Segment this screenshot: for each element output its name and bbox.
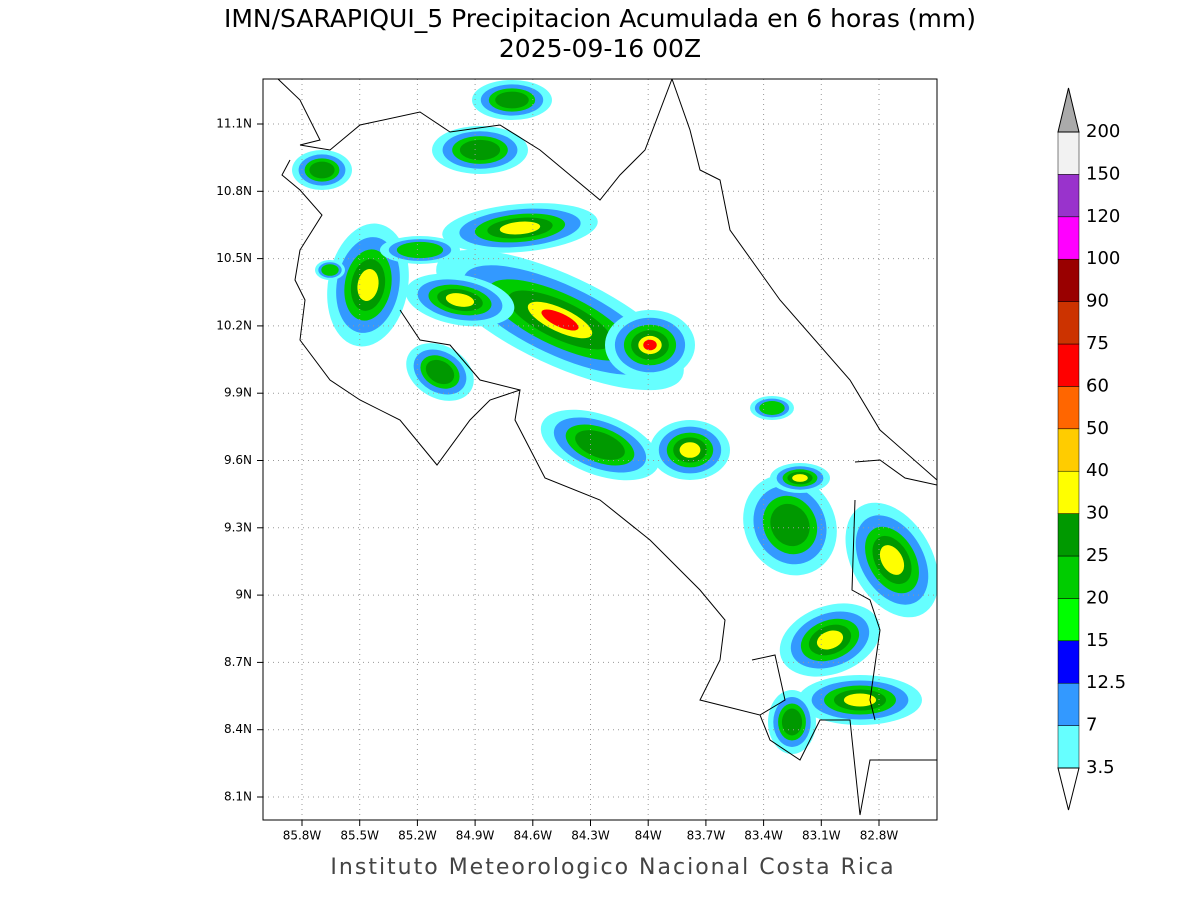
colorbar-label: 90 xyxy=(1086,291,1109,312)
rain-area xyxy=(541,309,579,331)
colorbar-label: 100 xyxy=(1086,248,1120,269)
y-tick-label: 9.9N xyxy=(224,386,252,400)
rain-area xyxy=(643,339,657,351)
colorbar-label: 12.5 xyxy=(1086,672,1126,693)
colorbar-label: 3.5 xyxy=(1086,757,1115,778)
subtitle: 2025-09-16 00Z xyxy=(499,34,701,63)
rain-area xyxy=(425,359,455,385)
colorbar-segment xyxy=(1057,216,1080,260)
colorbar-label: 30 xyxy=(1086,503,1109,524)
rain-area xyxy=(321,264,339,276)
colorbar-label: 60 xyxy=(1086,375,1109,396)
pacific-coast xyxy=(281,159,937,816)
rain-area xyxy=(495,91,529,109)
rain-area xyxy=(879,545,905,575)
y-tick-label: 9N xyxy=(235,588,252,602)
rain-area xyxy=(679,442,701,458)
y-tick-label: 10.8N xyxy=(216,184,252,198)
x-tick-label: 83.7W xyxy=(687,829,726,843)
rain-area xyxy=(759,401,785,415)
y-tick-label: 8.1N xyxy=(224,790,252,804)
colorbar-segment xyxy=(1057,725,1080,769)
y-tick-label: 8.4N xyxy=(224,722,252,736)
rain-area xyxy=(357,269,379,301)
x-tick-label: 85.2W xyxy=(398,829,437,843)
rain-area xyxy=(459,139,501,161)
colorbar-label: 200 xyxy=(1086,121,1120,142)
y-tick-label: 10.2N xyxy=(216,318,252,332)
colorbar-label: 25 xyxy=(1086,545,1109,566)
x-tick-label: 84.6W xyxy=(514,829,553,843)
south-border xyxy=(751,459,937,721)
y-tick-label: 9.3N xyxy=(224,520,252,534)
x-tick-label: 85.5W xyxy=(340,829,379,843)
colorbar-label: 7 xyxy=(1086,715,1097,736)
colorbar-label: 40 xyxy=(1086,460,1109,481)
footer: Instituto Meteorologico Nacional Costa R… xyxy=(330,855,895,880)
colorbar-label: 150 xyxy=(1086,163,1120,184)
colorbar-label: 120 xyxy=(1086,206,1120,227)
colorbar-label: 75 xyxy=(1086,333,1109,354)
colorbar-segment xyxy=(1057,174,1080,218)
colorbar-segment xyxy=(1057,258,1080,302)
colorbar-segment xyxy=(1057,470,1080,514)
colorbar-segment xyxy=(1057,513,1080,557)
colorbar-segment xyxy=(1057,386,1080,430)
x-tick-label: 84.3W xyxy=(571,829,610,843)
coastlines xyxy=(277,79,937,816)
x-tick-label: 82.8W xyxy=(860,829,899,843)
x-tick-label: 85.8W xyxy=(283,829,322,843)
colorbar-segment xyxy=(1057,343,1080,387)
colorbar-label: 15 xyxy=(1086,630,1109,651)
colorbar-segment xyxy=(1057,301,1080,345)
colorbar-segment xyxy=(1057,428,1080,472)
colorbar-label: 50 xyxy=(1086,418,1109,439)
precipitation-field xyxy=(292,80,937,754)
rain-area xyxy=(843,693,877,707)
rain-area xyxy=(781,708,803,736)
y-tick-label: 9.6N xyxy=(224,453,252,467)
y-tick-label: 10.5N xyxy=(216,251,252,265)
rain-area xyxy=(816,630,844,650)
rain-area xyxy=(309,161,335,179)
x-tick-label: 83.1W xyxy=(802,829,841,843)
colorbar-segment xyxy=(1057,640,1080,684)
y-tick-label: 11.1N xyxy=(216,117,252,131)
colorbar-over xyxy=(1057,87,1080,133)
gulf-coast xyxy=(399,309,521,391)
rain-area xyxy=(445,293,475,307)
rain-area xyxy=(396,241,444,259)
rain-area xyxy=(499,221,541,235)
x-tick-label: 84W xyxy=(635,829,662,843)
x-tick-label: 84.9W xyxy=(456,829,495,843)
colorbar-segment xyxy=(1057,555,1080,599)
title: IMN/SARAPIQUI_5 Precipitacion Acumulada … xyxy=(224,4,976,33)
colorbar-label: 20 xyxy=(1086,587,1109,608)
caribbean-coast xyxy=(671,79,937,481)
y-tick-label: 8.7N xyxy=(224,655,252,669)
north-border xyxy=(277,79,673,201)
map-frame xyxy=(262,78,938,821)
colorbar-under xyxy=(1057,767,1080,811)
x-tick-label: 83.4W xyxy=(744,829,783,843)
rain-area xyxy=(792,474,808,482)
colorbar: 3.5 7 12.5 15 20 25 30 40 50 60 75 90 100 120 150 200 xyxy=(1057,87,1126,811)
grid: 85.8W 85.5W 85.2W 84.9W 84.6W 84.3W 84W 83.7W 83… xyxy=(216,79,937,843)
rain-area xyxy=(770,503,810,547)
colorbar-segment xyxy=(1057,598,1080,642)
colorbar-segment xyxy=(1057,682,1080,726)
rain-area xyxy=(575,430,625,460)
colorbar-segment xyxy=(1057,131,1080,175)
